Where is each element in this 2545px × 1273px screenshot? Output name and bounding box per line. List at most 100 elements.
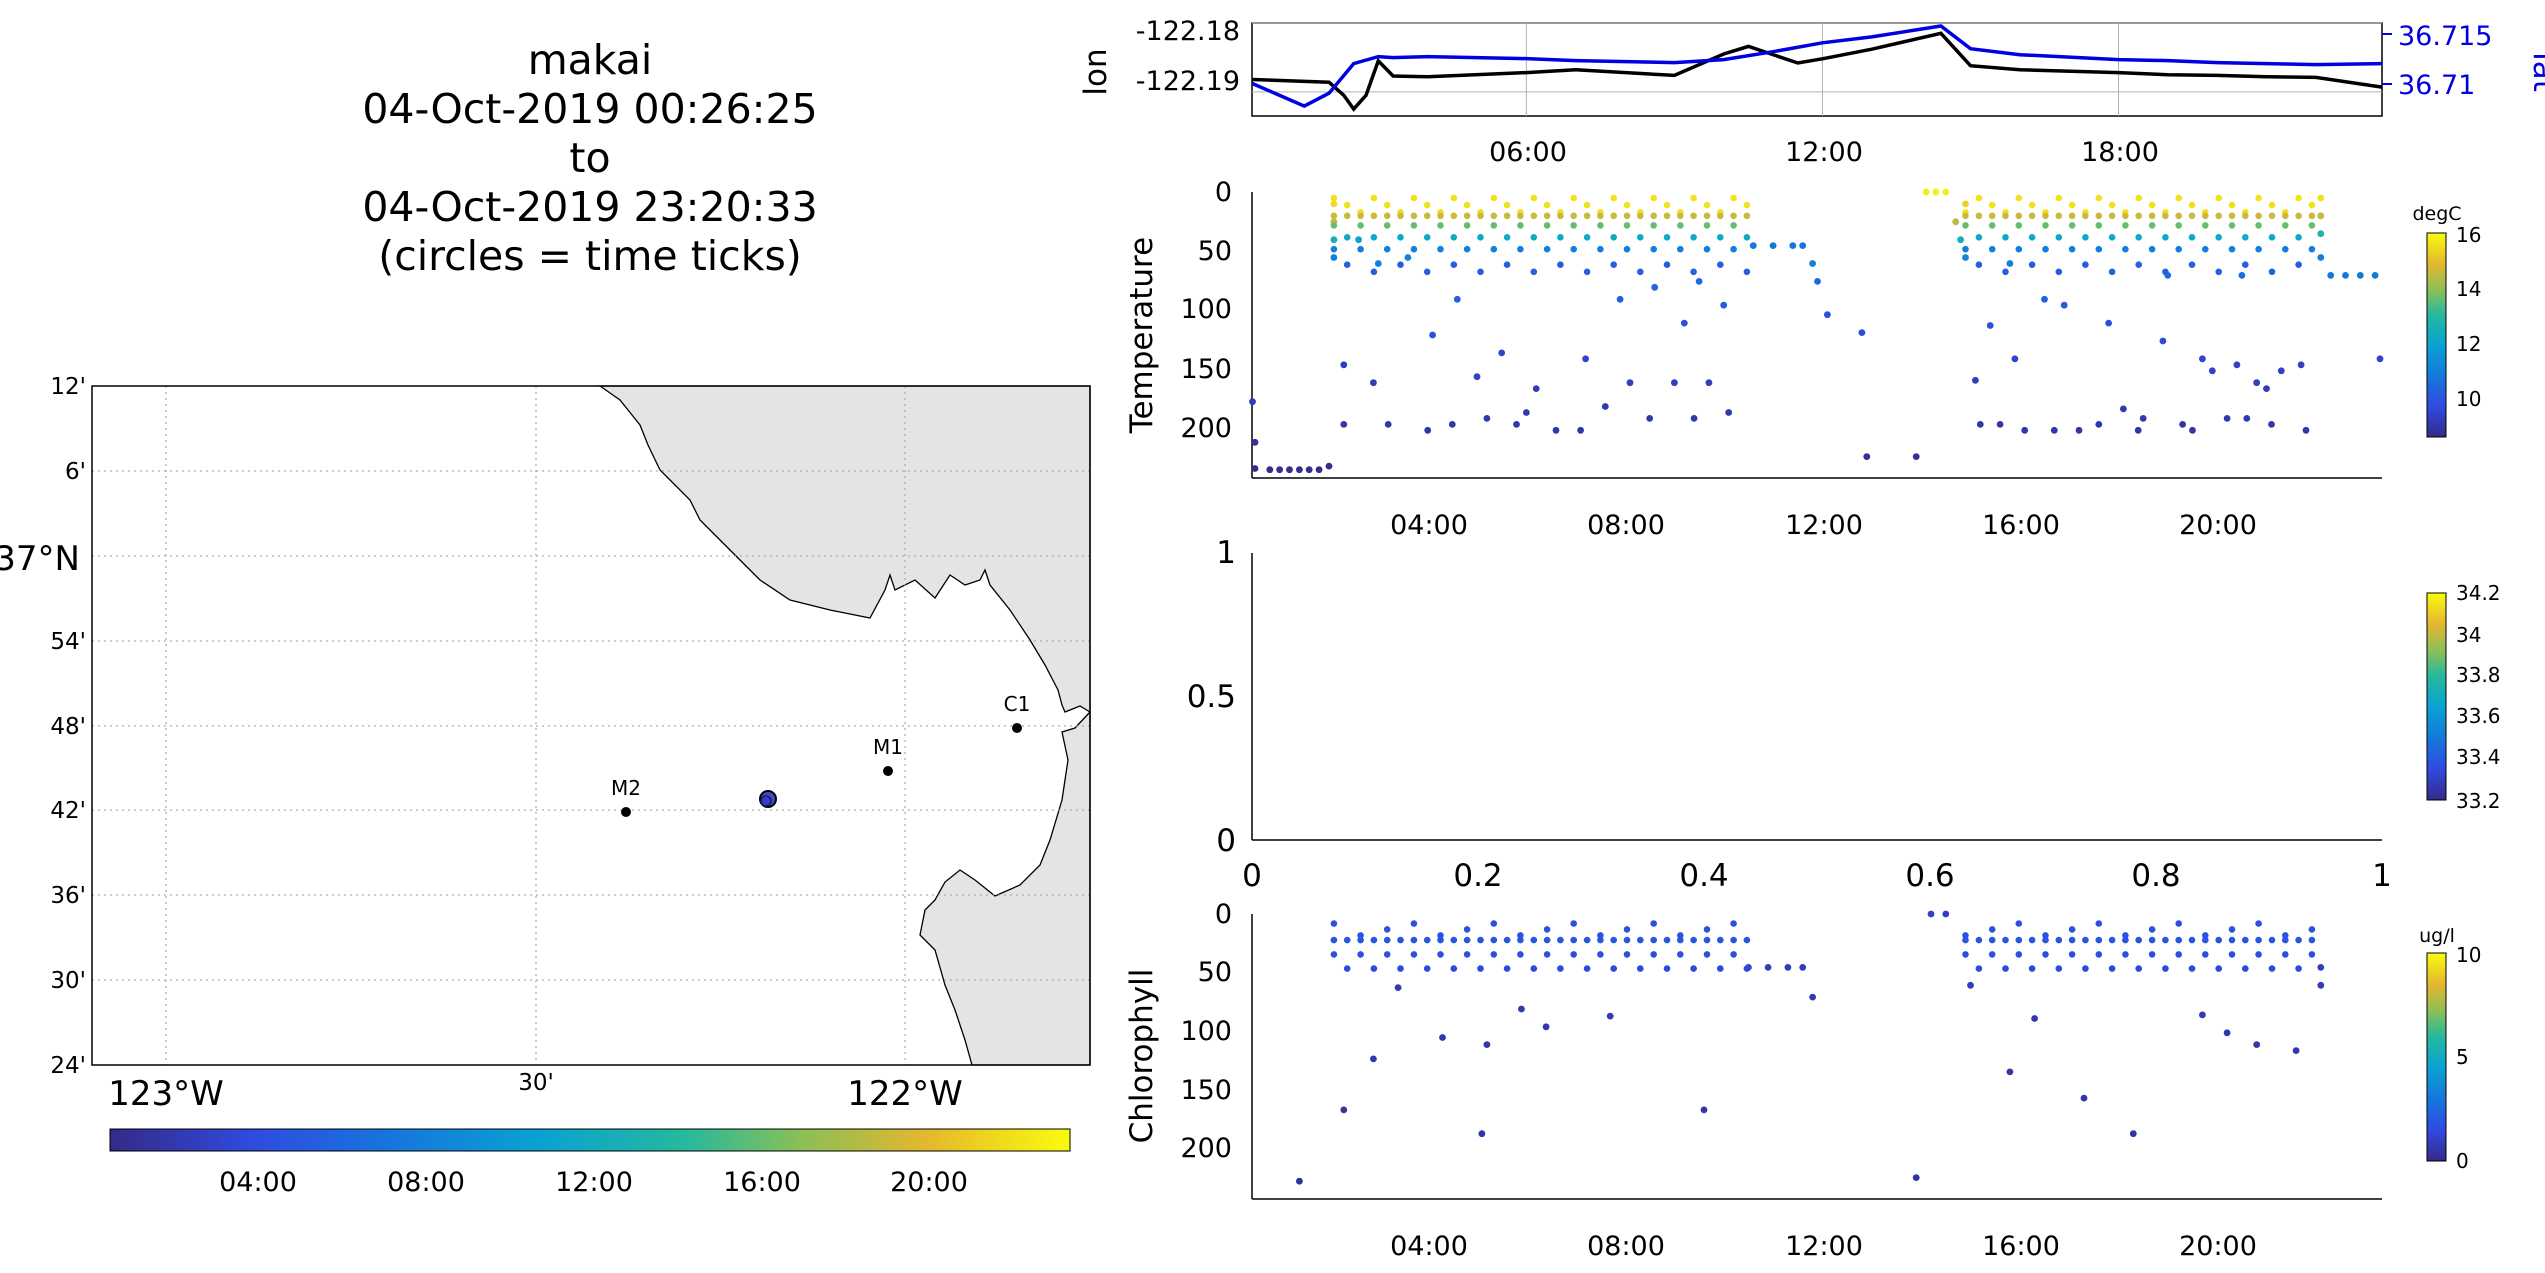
data-point [2134, 426, 2142, 434]
data-point [1557, 965, 1564, 972]
lat-label: 48' [50, 714, 86, 740]
data-point [1530, 194, 1538, 202]
data-point [2021, 426, 2029, 434]
data-point [1330, 236, 1338, 244]
data-point [2242, 965, 2249, 972]
temperature-colorbar-label: degC [2412, 203, 2461, 225]
data-point [1677, 222, 1684, 229]
data-point [1330, 194, 1338, 202]
x-tick: 16:00 [1982, 1231, 2060, 1262]
data-point [1450, 234, 1458, 241]
data-point [1597, 245, 1604, 253]
x-tick: 04:00 [1390, 1231, 1468, 1262]
data-point [1663, 936, 1671, 944]
data-point [2122, 222, 2129, 229]
data-point [1570, 920, 1577, 927]
data-point [2042, 212, 2049, 220]
data-point [1743, 268, 1751, 276]
data-point [1437, 212, 1444, 220]
data-point [1384, 421, 1392, 428]
data-point [2015, 951, 2023, 958]
station-label: M2 [611, 776, 641, 800]
data-point [1477, 234, 1484, 241]
data-point [1690, 194, 1697, 202]
data-point [1330, 920, 1338, 927]
data-point [1814, 278, 1821, 285]
data-point [2095, 212, 2103, 220]
data-point [1922, 188, 1930, 196]
data-point [1423, 965, 1431, 972]
time-colorbar-tick: 08:00 [387, 1167, 465, 1198]
data-point [1996, 421, 2004, 428]
data-point [2282, 212, 2289, 220]
data-point [2268, 965, 2276, 972]
data-point [2122, 932, 2129, 939]
temperature-colorbar [2426, 232, 2447, 438]
data-point [2175, 936, 2182, 944]
data-point [1330, 254, 1338, 261]
data-point [2105, 319, 2113, 327]
data-point [1717, 936, 1724, 944]
lat-label: 36' [50, 883, 86, 909]
data-point [1397, 261, 1404, 269]
data-point [2317, 964, 2325, 971]
data-point [1942, 188, 1950, 196]
data-point [2228, 951, 2236, 958]
y-tick: 1 [1216, 535, 1236, 571]
data-point [2148, 936, 2156, 944]
data-point [2108, 201, 2116, 209]
colorbar-tick: 33.8 [2456, 663, 2501, 687]
data-point [1583, 268, 1591, 276]
data-point [1423, 201, 1431, 209]
data-point [1517, 936, 1524, 944]
colorbar-tick: 12 [2456, 332, 2481, 356]
data-point [1583, 234, 1591, 241]
data-point [1700, 1106, 1708, 1114]
data-point [1517, 222, 1524, 229]
data-point [1749, 242, 1757, 250]
data-point [1988, 201, 1996, 209]
data-point [2356, 272, 2364, 279]
data-point [1705, 379, 1713, 387]
data-point [1503, 965, 1511, 972]
data-point [1490, 920, 1498, 927]
data-point [1690, 212, 1697, 220]
data-point [2188, 965, 2196, 972]
data-point [2095, 951, 2103, 958]
data-point [1305, 466, 1313, 474]
data-point [1717, 234, 1724, 241]
y-tick: 50 [1198, 957, 1232, 988]
data-point [1383, 201, 1391, 209]
y-tick: 0.5 [1187, 679, 1236, 715]
data-point [1975, 936, 1983, 944]
data-point [1503, 234, 1511, 241]
data-point [1988, 245, 1996, 253]
data-point [1962, 200, 1969, 208]
data-point [2302, 426, 2310, 434]
data-point [1543, 201, 1551, 209]
data-point [1463, 222, 1471, 229]
data-point [1730, 920, 1737, 927]
data-point [1583, 212, 1591, 220]
data-point [2042, 936, 2049, 944]
colorbar-tick: 33.2 [2456, 789, 2501, 813]
data-point [1809, 993, 1816, 1001]
data-point [1357, 936, 1364, 944]
temperature-y-ticks: 0 50 100 150 200 [1180, 177, 1232, 444]
vehicle-track [759, 790, 777, 808]
y-tick: 0 [1216, 823, 1236, 859]
data-point [1858, 329, 1866, 336]
data-point [2135, 234, 2142, 241]
salinity-panel: 1 0.5 0 0 0.2 0.4 0.6 0.8 1 34.2 34 33.8… [1187, 535, 2501, 894]
data-point [1437, 951, 1444, 958]
data-point [2268, 212, 2276, 220]
colorbar-tick: 10 [2456, 387, 2481, 411]
lat-label: 6' [65, 459, 86, 485]
data-point [1251, 465, 1259, 472]
data-point [2202, 222, 2209, 229]
position-lines [1251, 24, 2383, 112]
data-point [1477, 212, 1484, 220]
x-tick: 1 [2372, 858, 2392, 894]
data-point [2268, 936, 2276, 944]
data-point [2317, 230, 2325, 238]
